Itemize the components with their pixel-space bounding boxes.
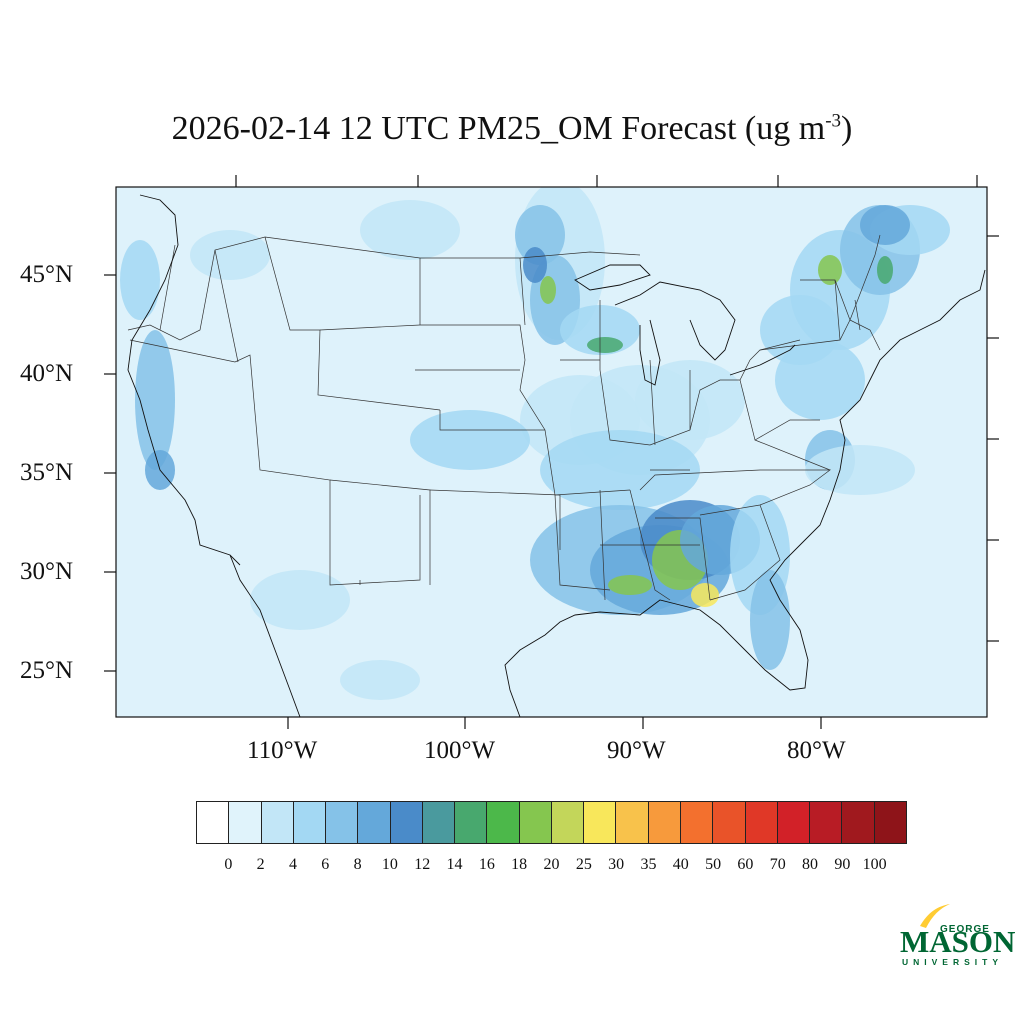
lat-label-35n: 35°N	[20, 459, 74, 486]
lat-label-25n: 25°N	[20, 657, 74, 684]
lat-label-45n: 45°N	[20, 261, 74, 288]
concentration-patch	[691, 583, 719, 607]
colorbar-tick-label: 35	[640, 856, 657, 873]
concentration-patch	[608, 575, 652, 595]
colorbar-swatch	[358, 802, 391, 843]
state-boundaries	[127, 234, 881, 601]
colorbar-swatch	[874, 802, 906, 843]
colorbar-swatch	[713, 802, 746, 843]
coastlines	[127, 194, 986, 717]
colorbar-tick-label: 2	[256, 856, 265, 873]
title-text: 2026-02-14 12 UTC PM25_OM Forecast (ug m	[171, 110, 826, 147]
concentration-patch	[250, 570, 350, 630]
logo-mason-text: MASON	[900, 924, 1016, 959]
concentration-patch	[540, 430, 700, 510]
colorbar-tick-label: 16	[478, 856, 495, 873]
colorbar-tick-label: 6	[321, 856, 330, 873]
concentration-patch	[190, 230, 270, 280]
concentration-patch	[540, 276, 556, 304]
concentration-patch	[360, 200, 460, 260]
colorbar-swatch	[455, 802, 488, 843]
colorbar-swatch	[680, 802, 714, 843]
concentration-patch	[818, 255, 842, 285]
colorbar-swatch	[487, 802, 520, 843]
colorbar-swatch	[261, 802, 294, 843]
colorbar-tick-label: 8	[353, 856, 362, 873]
concentration-patch	[805, 445, 915, 495]
concentration-patch	[587, 337, 623, 353]
lon-label-110w: 110°W	[247, 737, 318, 764]
colorbar-swatch	[326, 802, 359, 843]
tick-marks	[104, 175, 999, 729]
colorbar-swatch	[777, 802, 811, 843]
colorbar-tick-label: 40	[672, 856, 689, 873]
colorbar-tick-label: 12	[414, 856, 431, 873]
gmu-logo: GEORGE MASON UNIVERSITY	[898, 898, 1015, 968]
title-unit-exponent: -3	[825, 110, 842, 132]
colorbar-swatch	[197, 802, 230, 843]
colorbar-swatch	[584, 802, 617, 843]
lon-label-90w: 90°W	[607, 737, 666, 764]
colorbar-swatch	[293, 802, 327, 843]
colorbar-tick-label: 100	[862, 856, 887, 873]
colorbar-swatch	[745, 802, 778, 843]
colorbar-tick-label: 50	[705, 856, 722, 873]
colorbar-swatch	[229, 802, 262, 843]
colorbar	[196, 801, 907, 844]
page-title: 2026-02-14 12 UTC PM25_OM Forecast (ug m…	[0, 110, 1024, 148]
concentration-patch	[877, 256, 893, 284]
concentration-patch	[860, 205, 910, 245]
concentration-patch	[120, 240, 160, 320]
concentration-patch	[410, 410, 530, 470]
logo-university-text: UNIVERSITY	[902, 957, 1004, 967]
concentration-patch	[523, 247, 547, 283]
colorbar-tick-label: 25	[575, 856, 592, 873]
colorbar-tick-label: 14	[446, 856, 463, 873]
colorbar-swatch	[810, 802, 843, 843]
lon-label-100w: 100°W	[424, 737, 496, 764]
colorbar-tick-label: 10	[381, 856, 398, 873]
logo-swoosh-icon	[920, 904, 950, 928]
colorbar-swatch	[551, 802, 585, 843]
colorbar-tick-label: 60	[737, 856, 754, 873]
lon-label-80w: 80°W	[787, 737, 846, 764]
lat-label-30n: 30°N	[20, 558, 74, 585]
colorbar-swatch	[422, 802, 456, 843]
concentration-patch	[750, 570, 790, 670]
concentration-patch	[775, 340, 865, 420]
colorbar-tick-label: 90	[834, 856, 851, 873]
lat-label-40n: 40°N	[20, 360, 74, 387]
title-close: )	[841, 110, 853, 147]
colorbar-tick-label: 30	[608, 856, 625, 873]
colorbar-tick-label: 80	[802, 856, 819, 873]
colorbar-tick-label: 4	[288, 856, 297, 873]
colorbar-swatch	[616, 802, 649, 843]
colorbar-tick-label: 0	[224, 856, 233, 873]
map-frame	[115, 186, 988, 718]
colorbar-swatch	[390, 802, 423, 843]
colorbar-tick-label: 20	[543, 856, 560, 873]
colorbar-swatch	[648, 802, 681, 843]
colorbar-swatch	[842, 802, 875, 843]
concentration-patch	[135, 330, 175, 470]
logo-george-text: GEORGE	[940, 924, 990, 935]
colorbar-tick-label: 18	[511, 856, 528, 873]
colorbar-tick-label: 70	[769, 856, 786, 873]
concentration-patch	[515, 205, 565, 265]
concentration-patch	[340, 660, 420, 700]
colorbar-swatch	[519, 802, 552, 843]
